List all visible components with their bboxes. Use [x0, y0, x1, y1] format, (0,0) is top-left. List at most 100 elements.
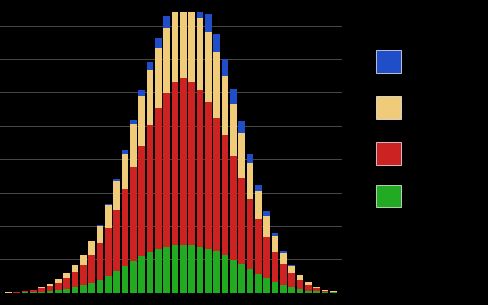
- Bar: [172, 12, 179, 82]
- Bar: [271, 236, 278, 252]
- Bar: [322, 291, 328, 292]
- Bar: [205, 13, 212, 32]
- Bar: [55, 279, 62, 283]
- Bar: [230, 89, 237, 104]
- Bar: [305, 291, 312, 293]
- Bar: [46, 291, 53, 293]
- Bar: [80, 285, 87, 293]
- Bar: [55, 283, 62, 290]
- Bar: [130, 167, 137, 261]
- Bar: [246, 163, 253, 199]
- Bar: [238, 134, 245, 178]
- Bar: [105, 276, 112, 293]
- Bar: [163, 16, 170, 27]
- Bar: [105, 228, 112, 276]
- Bar: [30, 289, 37, 290]
- Bar: [122, 189, 128, 266]
- Bar: [55, 290, 62, 293]
- Bar: [122, 154, 128, 189]
- Bar: [271, 282, 278, 293]
- Bar: [263, 278, 270, 293]
- Bar: [188, 245, 195, 293]
- Bar: [255, 274, 262, 293]
- Bar: [122, 266, 128, 293]
- Bar: [88, 283, 95, 293]
- Bar: [130, 124, 137, 167]
- Bar: [155, 48, 162, 108]
- Bar: [172, 245, 179, 293]
- Bar: [97, 280, 103, 293]
- Bar: [146, 70, 153, 125]
- Bar: [30, 290, 37, 292]
- Bar: [188, 0, 195, 8]
- Bar: [222, 135, 228, 255]
- Bar: [122, 150, 128, 154]
- Bar: [188, 8, 195, 82]
- Bar: [288, 265, 295, 266]
- Bar: [105, 204, 112, 205]
- Bar: [246, 269, 253, 293]
- Bar: [97, 225, 103, 226]
- Bar: [280, 285, 286, 293]
- Bar: [46, 284, 53, 286]
- Bar: [155, 108, 162, 249]
- Bar: [255, 191, 262, 219]
- Bar: [63, 289, 70, 293]
- Bar: [213, 251, 220, 293]
- Bar: [155, 249, 162, 293]
- Bar: [313, 287, 320, 289]
- Bar: [197, 18, 203, 90]
- Bar: [138, 90, 145, 96]
- Bar: [138, 96, 145, 146]
- Bar: [280, 251, 286, 253]
- Bar: [97, 226, 103, 243]
- Bar: [322, 290, 328, 291]
- Bar: [38, 287, 45, 289]
- Bar: [21, 292, 28, 293]
- Bar: [222, 255, 228, 293]
- Bar: [288, 287, 295, 293]
- Bar: [21, 291, 28, 292]
- Bar: [288, 273, 295, 287]
- Bar: [213, 118, 220, 251]
- Bar: [155, 38, 162, 48]
- Bar: [72, 272, 79, 287]
- Bar: [180, 78, 187, 245]
- Bar: [322, 292, 328, 293]
- Bar: [305, 285, 312, 291]
- Bar: [88, 255, 95, 283]
- Bar: [280, 264, 286, 285]
- Bar: [38, 292, 45, 293]
- Bar: [163, 247, 170, 293]
- Bar: [80, 265, 87, 285]
- Bar: [238, 264, 245, 293]
- Bar: [263, 211, 270, 216]
- Bar: [113, 181, 120, 210]
- Bar: [113, 210, 120, 271]
- Bar: [63, 278, 70, 289]
- Bar: [146, 252, 153, 293]
- Bar: [113, 271, 120, 293]
- Bar: [138, 256, 145, 293]
- Bar: [180, 245, 187, 293]
- Bar: [222, 76, 228, 135]
- Bar: [163, 27, 170, 93]
- Bar: [188, 82, 195, 245]
- Bar: [263, 237, 270, 278]
- Bar: [38, 289, 45, 292]
- Bar: [180, 0, 187, 5]
- Bar: [88, 241, 95, 255]
- Bar: [271, 233, 278, 236]
- Bar: [97, 243, 103, 280]
- Bar: [197, 0, 203, 18]
- Bar: [213, 34, 220, 52]
- Bar: [205, 32, 212, 102]
- Bar: [172, 0, 179, 12]
- Bar: [172, 82, 179, 245]
- Bar: [138, 146, 145, 256]
- Bar: [30, 292, 37, 293]
- Bar: [288, 266, 295, 273]
- Bar: [313, 289, 320, 292]
- Bar: [222, 59, 228, 76]
- Bar: [255, 219, 262, 274]
